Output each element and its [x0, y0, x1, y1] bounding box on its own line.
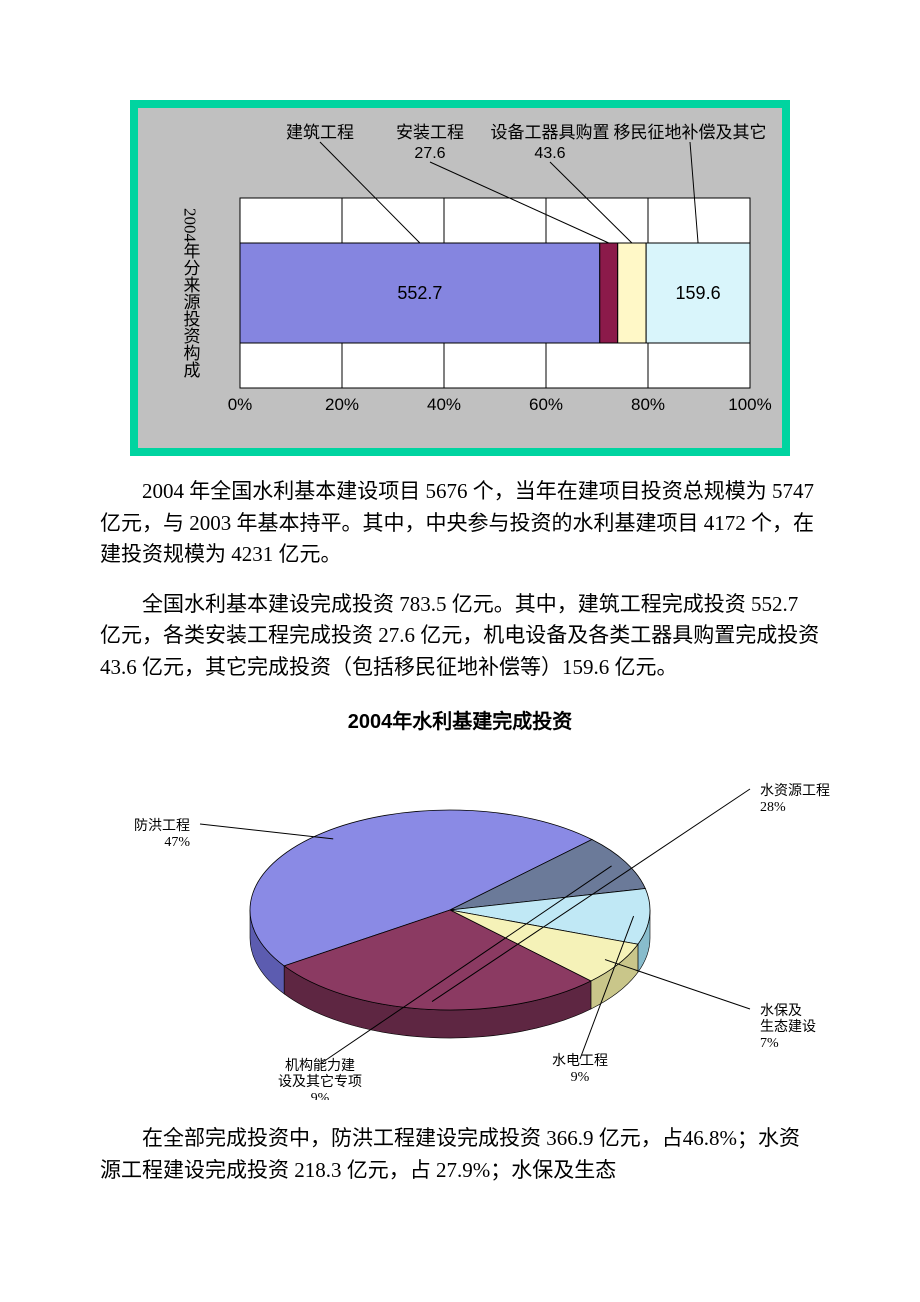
paragraph-3: 在全部完成投资中，防洪工程建设完成投资 366.9 亿元，占46.8%；水资源工… — [100, 1123, 820, 1186]
svg-text:水资源工程: 水资源工程 — [760, 783, 830, 799]
svg-text:159.6: 159.6 — [676, 283, 721, 303]
bar-chart-plot: 0% 20% 40% 60% 80% 100% 552.7 159.6 建筑工程 安装工程 27.6… — [138, 108, 782, 448]
svg-text:机构能力建: 机构能力建 — [285, 1058, 355, 1074]
page: 0% 20% 40% 60% 80% 100% 552.7 159.6 建筑工程 安装工程 27.6… — [0, 100, 920, 1186]
svg-text:水保及: 水保及 — [760, 1003, 802, 1019]
svg-text:0%: 0% — [228, 395, 253, 414]
svg-text:水电工程: 水电工程 — [552, 1053, 608, 1069]
svg-text:设及其它专项: 设及其它专项 — [278, 1073, 362, 1090]
bar-chart-outer: 0% 20% 40% 60% 80% 100% 552.7 159.6 建筑工程 安装工程 27.6… — [130, 100, 790, 456]
svg-text:60%: 60% — [529, 395, 563, 414]
svg-text:建筑工程: 建筑工程 — [286, 123, 354, 142]
svg-text:80%: 80% — [631, 395, 665, 414]
svg-text:20%: 20% — [325, 395, 359, 414]
svg-text:设备工器具购置: 设备工器具购置 — [491, 123, 610, 142]
svg-text:28%: 28% — [760, 800, 786, 815]
svg-text:7%: 7% — [760, 1036, 779, 1051]
svg-text:2004年分来源投资构成: 2004年分来源投资构成 — [181, 208, 201, 378]
svg-text:552.7: 552.7 — [397, 283, 442, 303]
svg-text:100%: 100% — [728, 395, 771, 414]
pie-chart-wrap: 防洪工程47%机构能力建设及其它专项9%水电工程9%水保及生态建设7%水资源工程… — [80, 740, 840, 1105]
svg-text:移民征地补偿及其它: 移民征地补偿及其它 — [614, 123, 767, 142]
svg-text:43.6: 43.6 — [534, 145, 565, 162]
pie-chart-title: 2004年水利基建完成投资 — [0, 705, 920, 734]
pie-chart-svg: 防洪工程47%机构能力建设及其它专项9%水电工程9%水保及生态建设7%水资源工程… — [80, 740, 840, 1100]
svg-text:47%: 47% — [164, 835, 190, 850]
svg-text:9%: 9% — [311, 1091, 330, 1100]
svg-text:27.6: 27.6 — [414, 145, 445, 162]
bar-chart-svg: 0% 20% 40% 60% 80% 100% 552.7 159.6 建筑工程 安装工程 27.6… — [150, 118, 786, 438]
svg-text:防洪工程: 防洪工程 — [134, 818, 190, 834]
svg-text:安装工程: 安装工程 — [396, 123, 464, 142]
paragraph-2: 全国水利基本建设完成投资 783.5 亿元。其中，建筑工程完成投资 552.7 … — [100, 589, 820, 684]
svg-text:生态建设: 生态建设 — [760, 1019, 816, 1035]
svg-text:40%: 40% — [427, 395, 461, 414]
svg-text:9%: 9% — [571, 1070, 590, 1085]
paragraph-1: 2004 年全国水利基本建设项目 5676 个，当年在建项目投资总规模为 574… — [100, 476, 820, 571]
